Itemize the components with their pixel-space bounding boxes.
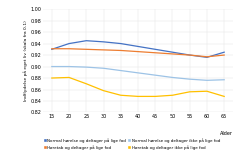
Text: Alder: Alder [220,131,233,136]
Y-axis label: Indflydelse på eget liv (skala fra 0-1): Indflydelse på eget liv (skala fra 0-1) [24,20,28,101]
Legend: Normal hørelse og deltager på lige fod, Høretab og deltager på lige fod, Normal : Normal hørelse og deltager på lige fod, … [44,138,220,150]
